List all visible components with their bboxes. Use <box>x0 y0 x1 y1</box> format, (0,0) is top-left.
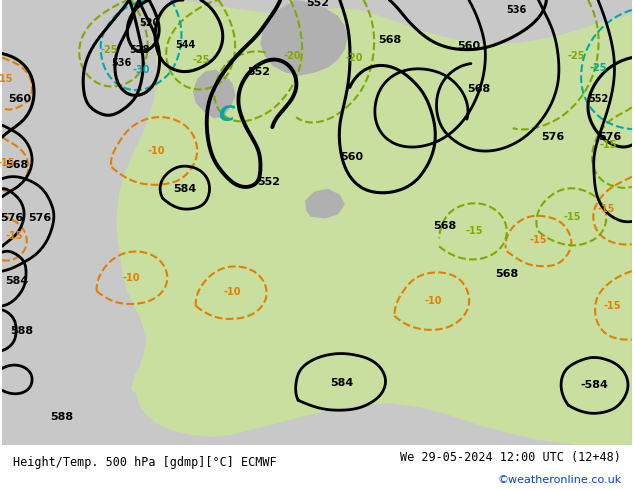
Text: 568: 568 <box>495 269 519 279</box>
Polygon shape <box>305 189 345 219</box>
Text: Height/Temp. 500 hPa [gdmp][°C] ECMWF: Height/Temp. 500 hPa [gdmp][°C] ECMWF <box>13 456 276 468</box>
Text: 568: 568 <box>434 221 456 231</box>
Text: 560: 560 <box>8 94 32 104</box>
Text: -10: -10 <box>424 296 442 306</box>
Text: -15: -15 <box>597 203 615 214</box>
Text: 552: 552 <box>588 94 608 104</box>
Text: -15: -15 <box>564 212 581 221</box>
Text: 560: 560 <box>340 152 363 162</box>
Text: -10: -10 <box>224 287 242 297</box>
Text: -25: -25 <box>567 50 585 61</box>
Text: 576: 576 <box>1 214 23 223</box>
Text: 568: 568 <box>467 84 491 95</box>
Polygon shape <box>193 70 236 118</box>
Text: 536: 536 <box>111 57 131 68</box>
Polygon shape <box>117 0 632 445</box>
Text: 552: 552 <box>257 177 280 187</box>
Text: -25: -25 <box>590 63 607 73</box>
Text: 568: 568 <box>6 160 29 170</box>
Text: -15: -15 <box>530 235 547 245</box>
Text: 584: 584 <box>6 276 29 286</box>
Text: 528: 528 <box>129 45 150 55</box>
Text: 536: 536 <box>507 5 527 15</box>
Text: 520: 520 <box>139 18 159 28</box>
Text: ©weatheronline.co.uk: ©weatheronline.co.uk <box>497 475 621 485</box>
Text: 552: 552 <box>247 68 270 77</box>
Text: -25: -25 <box>192 54 210 65</box>
Text: 584: 584 <box>173 184 197 194</box>
Text: -20: -20 <box>283 50 301 61</box>
Text: -15: -15 <box>599 140 617 150</box>
Text: -15: -15 <box>0 158 15 168</box>
Text: -15: -15 <box>0 74 13 84</box>
Text: 576: 576 <box>598 132 621 142</box>
Text: C: C <box>219 105 235 125</box>
Text: 576: 576 <box>29 214 51 223</box>
Text: -20: -20 <box>346 52 363 63</box>
Text: 588: 588 <box>50 412 74 422</box>
Text: 588: 588 <box>10 326 33 336</box>
Text: -584: -584 <box>580 380 608 391</box>
Text: -15: -15 <box>5 231 23 242</box>
Text: -25: -25 <box>101 45 118 55</box>
Text: 552: 552 <box>306 0 330 8</box>
Text: 576: 576 <box>541 132 564 142</box>
Text: -15: -15 <box>603 301 621 311</box>
Polygon shape <box>261 0 348 75</box>
Text: 584: 584 <box>330 378 353 389</box>
Text: -30: -30 <box>133 65 150 74</box>
Text: -15: -15 <box>465 226 482 236</box>
Text: -10: -10 <box>122 273 140 283</box>
Text: 568: 568 <box>378 35 401 45</box>
Text: 560: 560 <box>457 41 481 50</box>
Polygon shape <box>131 349 193 400</box>
Text: -10: -10 <box>147 146 165 156</box>
Text: 544: 544 <box>175 40 195 49</box>
Text: We 29-05-2024 12:00 UTC (12+48): We 29-05-2024 12:00 UTC (12+48) <box>401 451 621 464</box>
